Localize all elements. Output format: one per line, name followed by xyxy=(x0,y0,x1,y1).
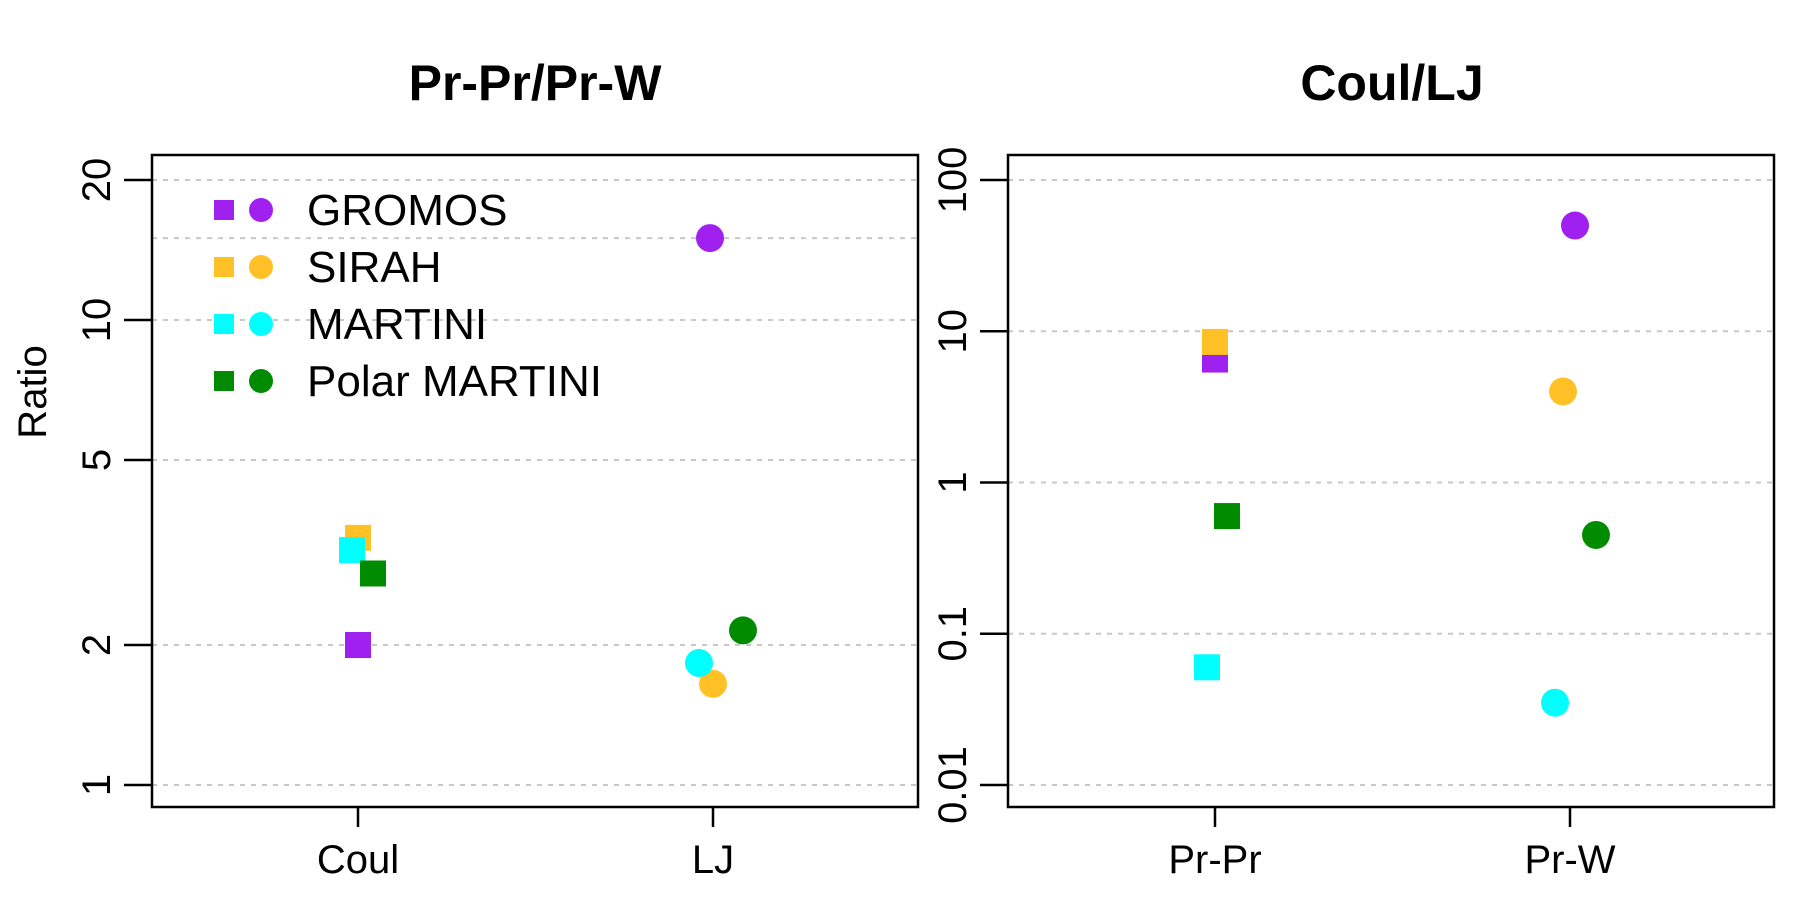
legend-square-marker xyxy=(214,371,234,391)
legend-circle-marker xyxy=(249,255,273,279)
legend-label: MARTINI xyxy=(307,300,487,349)
panel-pr-pr-pr-w: Pr-Pr/Pr-W Ratio 1 2 5 10 20 Coul LJ GROMOS SIRA… xyxy=(11,55,920,882)
data-point-circle xyxy=(1582,520,1610,549)
legend-label: Polar MARTINI xyxy=(307,357,602,406)
data-point-circle xyxy=(696,224,724,253)
legend-label: SIRAH xyxy=(307,243,441,292)
plot-frame xyxy=(1006,153,1776,809)
data-point-circle xyxy=(1549,377,1577,406)
x-tick-label: Coul xyxy=(317,838,399,882)
legend-label: GROMOS xyxy=(307,186,507,235)
y-tick-label: 2 xyxy=(75,634,119,656)
x-tick-label: Pr-Pr xyxy=(1168,838,1261,882)
panel-title: Pr-Pr/Pr-W xyxy=(409,55,663,111)
panel-title: Coul/LJ xyxy=(1300,55,1483,111)
y-tick-label: 1 xyxy=(75,774,119,796)
x-tick-label: LJ xyxy=(692,838,734,882)
data-point-square xyxy=(1214,503,1240,530)
y-tick-label: 5 xyxy=(75,449,119,471)
plot-frame xyxy=(150,153,920,809)
y-tick-label: 10 xyxy=(75,298,119,343)
data-point-circle xyxy=(1541,688,1569,717)
x-tick-label: Pr-W xyxy=(1524,838,1615,882)
legend-circle-marker xyxy=(249,312,273,336)
legend: GROMOS SIRAH MARTINI Polar MARTINI xyxy=(214,186,602,406)
legend-circle-marker xyxy=(249,369,273,393)
legend-square-marker xyxy=(214,200,234,220)
y-tick-label: 10 xyxy=(931,309,975,354)
panel-coul-lj: Coul/LJ 0.01 0.1 1 10 100 Pr-Pr Pr-W xyxy=(931,55,1776,882)
data-point-circle xyxy=(1561,211,1589,240)
legend-circle-marker xyxy=(249,198,273,222)
data-point-square xyxy=(345,632,371,659)
data-point-square xyxy=(360,560,386,587)
y-tick-label: 100 xyxy=(931,147,975,214)
y-tick-label: 0.1 xyxy=(931,606,975,662)
y-tick-label: 0.01 xyxy=(931,746,975,824)
legend-square-marker xyxy=(214,314,234,334)
data-point-square xyxy=(1194,654,1220,681)
y-tick-label: 1 xyxy=(931,471,975,493)
data-point-circle xyxy=(685,648,713,677)
data-point-square xyxy=(1202,328,1228,355)
y-tick-label: 20 xyxy=(75,158,119,203)
y-axis-label: Ratio xyxy=(11,345,55,438)
data-point-circle xyxy=(729,616,757,645)
legend-square-marker xyxy=(214,257,234,277)
data-point-square xyxy=(339,537,365,564)
data-point-circle xyxy=(699,669,727,698)
